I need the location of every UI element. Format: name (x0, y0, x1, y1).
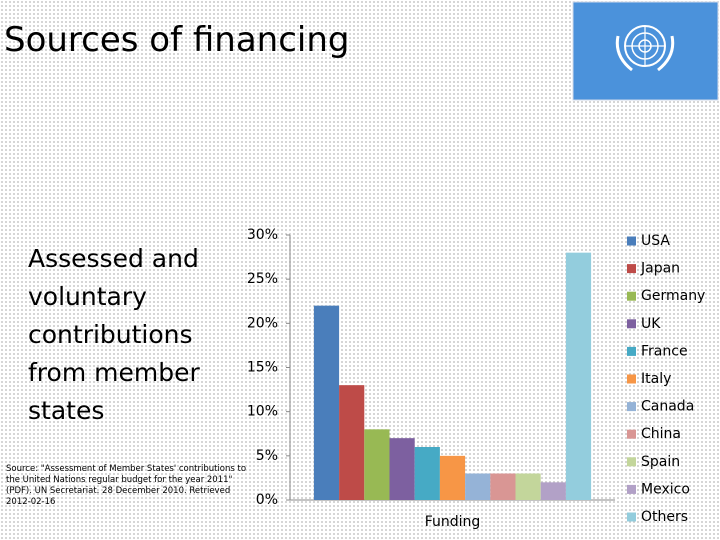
legend-swatch (627, 457, 636, 467)
bar (414, 447, 440, 500)
y-tick-label: 10% (247, 404, 278, 420)
slide-text: Assessed and voluntary contributions fro… (28, 244, 200, 425)
bar (565, 252, 592, 500)
legend-swatch (627, 346, 636, 356)
legend-label: Mexico (641, 481, 690, 497)
legend-label: France (641, 343, 688, 359)
legend-swatch (627, 484, 636, 494)
bar (490, 473, 516, 500)
legend-label: USA (641, 233, 670, 249)
bar (540, 482, 566, 500)
legend-swatch (627, 236, 636, 246)
legend-label: Japan (640, 261, 680, 277)
bar (439, 455, 466, 500)
bar (364, 429, 390, 500)
legend-swatch (627, 429, 636, 439)
legend-label: China (641, 426, 681, 442)
legend-label: Italy (641, 371, 671, 387)
legend-swatch (627, 319, 636, 329)
source-note: Source: "Assessment of Member States' co… (6, 464, 247, 507)
legend-label: UK (641, 316, 661, 332)
slide-title: Sources of financing (4, 20, 350, 60)
y-tick-label: 20% (247, 315, 278, 331)
y-tick-label: 0% (256, 492, 278, 508)
bar (339, 385, 365, 500)
legend-label: Others (641, 509, 688, 525)
un-flag (572, 1, 719, 101)
legend-swatch (627, 402, 636, 412)
legend-label: Germany (641, 288, 705, 304)
bar (389, 438, 415, 500)
bar (515, 473, 541, 500)
legend-swatch (627, 374, 636, 384)
legend-swatch (627, 264, 636, 274)
y-tick-label: 5% (256, 448, 278, 464)
legend-swatch (627, 512, 636, 522)
legend-label: Canada (641, 399, 694, 415)
legend-swatch (627, 291, 636, 301)
x-tick-label: Funding (425, 514, 481, 530)
y-tick-label: 30% (247, 227, 278, 243)
legend-label: Spain (641, 454, 680, 470)
y-tick-label: 15% (247, 360, 278, 376)
y-tick-label: 25% (247, 271, 278, 287)
bar (465, 473, 491, 500)
bar (313, 305, 340, 500)
